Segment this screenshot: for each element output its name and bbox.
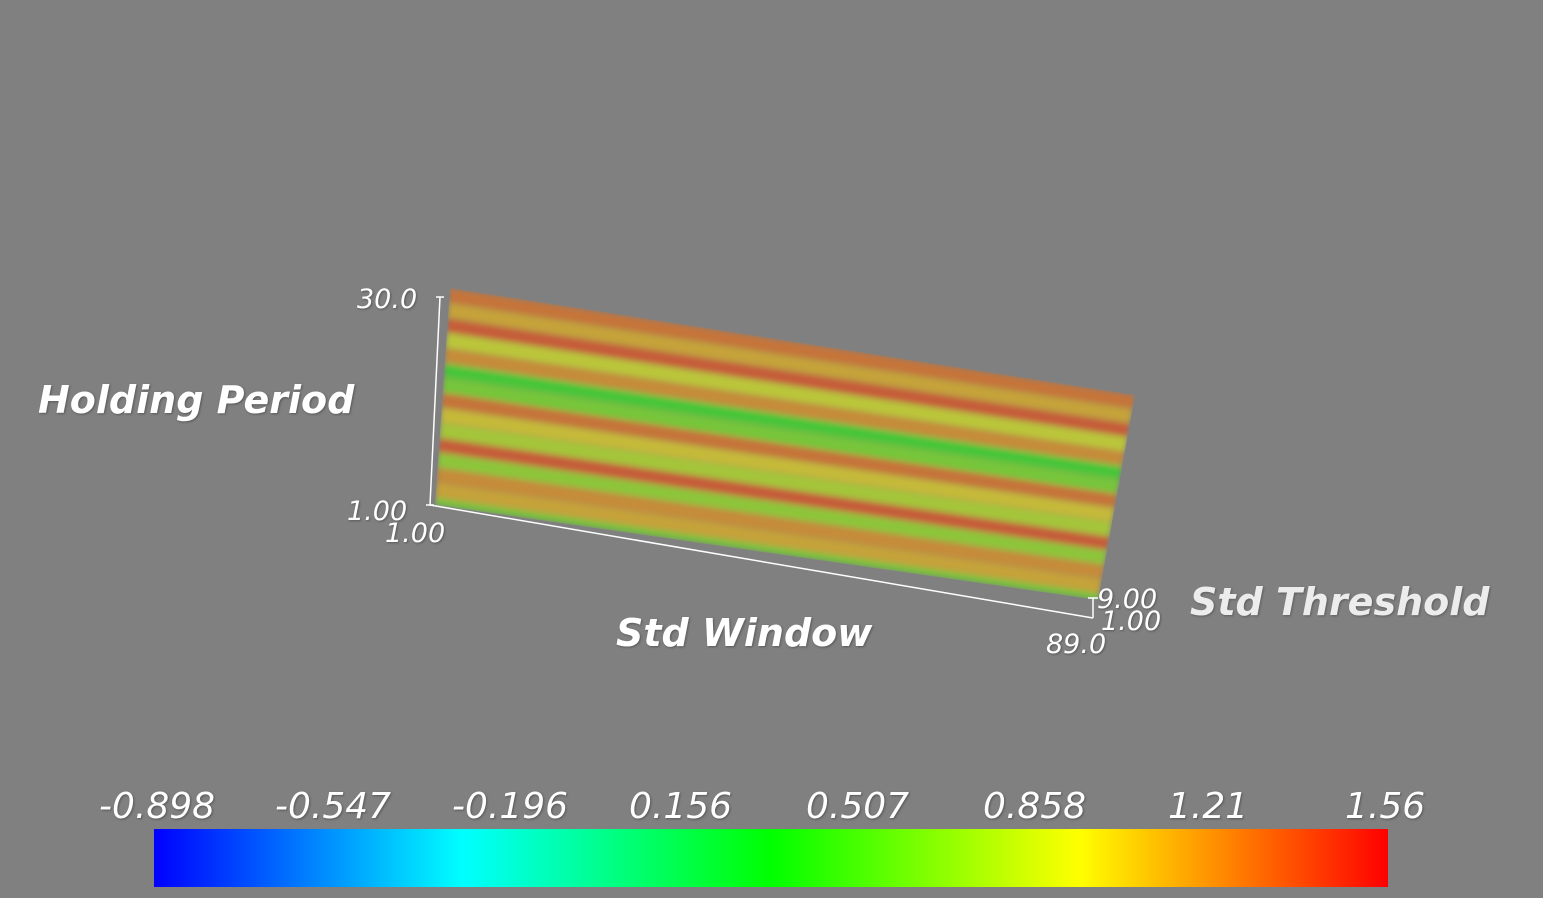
x-tick-max: 89.0 <box>1046 629 1107 660</box>
volume-band <box>448 288 1135 409</box>
x-axis-line <box>429 504 1094 619</box>
x-tick-min: 1.00 <box>385 518 446 549</box>
volume-band <box>445 333 1128 452</box>
z-tick-min: 1.00 <box>1101 606 1162 637</box>
volume-band <box>446 318 1130 438</box>
y-tick-min: 1.00 <box>347 496 408 527</box>
volume-band <box>441 393 1118 508</box>
volume-band <box>438 437 1110 551</box>
colorbar <box>154 829 1388 887</box>
volume-band <box>444 348 1125 466</box>
volume-band <box>440 407 1115 523</box>
volume-band <box>436 467 1105 579</box>
y-axis-line <box>429 296 441 506</box>
volume-band <box>437 452 1107 565</box>
colorbar-tick-label: 1.56 <box>1345 786 1426 827</box>
y-tick-max: 30.0 <box>357 284 418 315</box>
volume-band <box>435 482 1102 593</box>
volume-band <box>442 378 1120 494</box>
volume-render <box>435 288 1135 600</box>
colorbar-tick-label: 1.21 <box>1168 786 1249 827</box>
z-tick-max: 9.00 <box>1097 584 1158 615</box>
colorbar-tick-label: 0.858 <box>983 786 1087 827</box>
colorbar-tick-label: 0.507 <box>806 786 910 827</box>
z-axis-title: Std Threshold <box>1190 580 1490 624</box>
volume-band <box>447 303 1133 424</box>
y-axis-title: Holding Period <box>38 378 355 422</box>
colorbar-tick-label: -0.196 <box>452 786 569 827</box>
volume-band <box>439 422 1112 537</box>
colorbar-tick-label: 0.156 <box>629 786 733 827</box>
volume-band <box>435 497 1100 600</box>
volume-band <box>443 363 1123 480</box>
x-axis-title: Std Window <box>616 611 873 655</box>
colorbar-tick-label: -0.898 <box>99 786 216 827</box>
colorbar-tick-label: -0.547 <box>275 786 392 827</box>
